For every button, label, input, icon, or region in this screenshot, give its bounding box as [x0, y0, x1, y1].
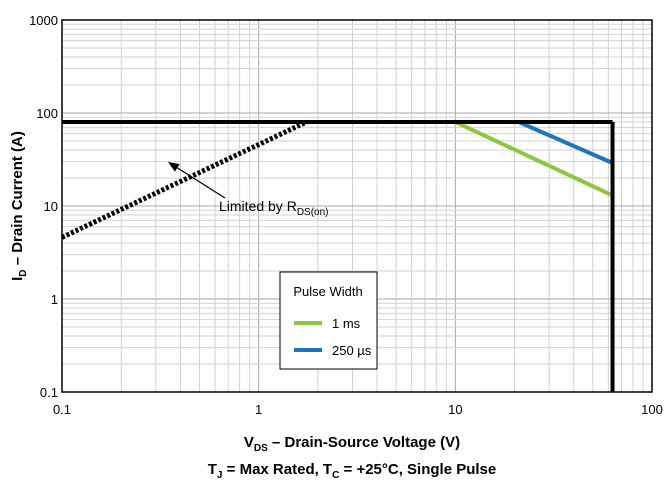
legend-items: 1 ms 250 µs — [294, 316, 372, 358]
y-tick-label: 1000 — [29, 13, 58, 28]
y-axis-title: ID – Drain Current (A) — [9, 131, 29, 281]
rds-on-annotation: Limited by RDS(on) — [168, 162, 329, 218]
legend-box — [279, 271, 378, 370]
x-tick-label: 1 — [255, 402, 262, 417]
plot-frame — [61, 19, 653, 393]
legend-label: 1 ms — [332, 316, 361, 331]
annotation-label: Limited by RDS(on) — [219, 198, 329, 218]
x-axis-title: VDS – Drain-Source Voltage (V) — [244, 434, 460, 454]
annotation-arrowhead — [168, 162, 180, 172]
y-tick-label: 10 — [44, 199, 58, 214]
legend-label: 250 µs — [332, 343, 372, 358]
series-line — [454, 120, 614, 198]
tick-labels: 0.1 1 10 100 0.1 1 10 100 1000 — [29, 13, 663, 417]
x-tick-label: 0.1 — [53, 402, 71, 417]
annotation-arrow — [175, 166, 226, 199]
legend: Pulse Width 1 ms 250 µs — [279, 271, 378, 370]
x-tick-label: 10 — [448, 402, 462, 417]
rds-on-limit-line — [60, 119, 308, 240]
y-tick-label: 0.1 — [40, 385, 58, 400]
x-tick-label: 100 — [641, 402, 663, 417]
y-tick-label: 1 — [51, 292, 58, 307]
test-conditions: TJ = Max Rated, TC = +25°C, Single Pulse — [208, 461, 497, 481]
y-tick-label: 100 — [36, 106, 58, 121]
legend-title: Pulse Width — [293, 284, 362, 299]
plot-lines — [60, 119, 615, 392]
series-line — [517, 120, 614, 165]
